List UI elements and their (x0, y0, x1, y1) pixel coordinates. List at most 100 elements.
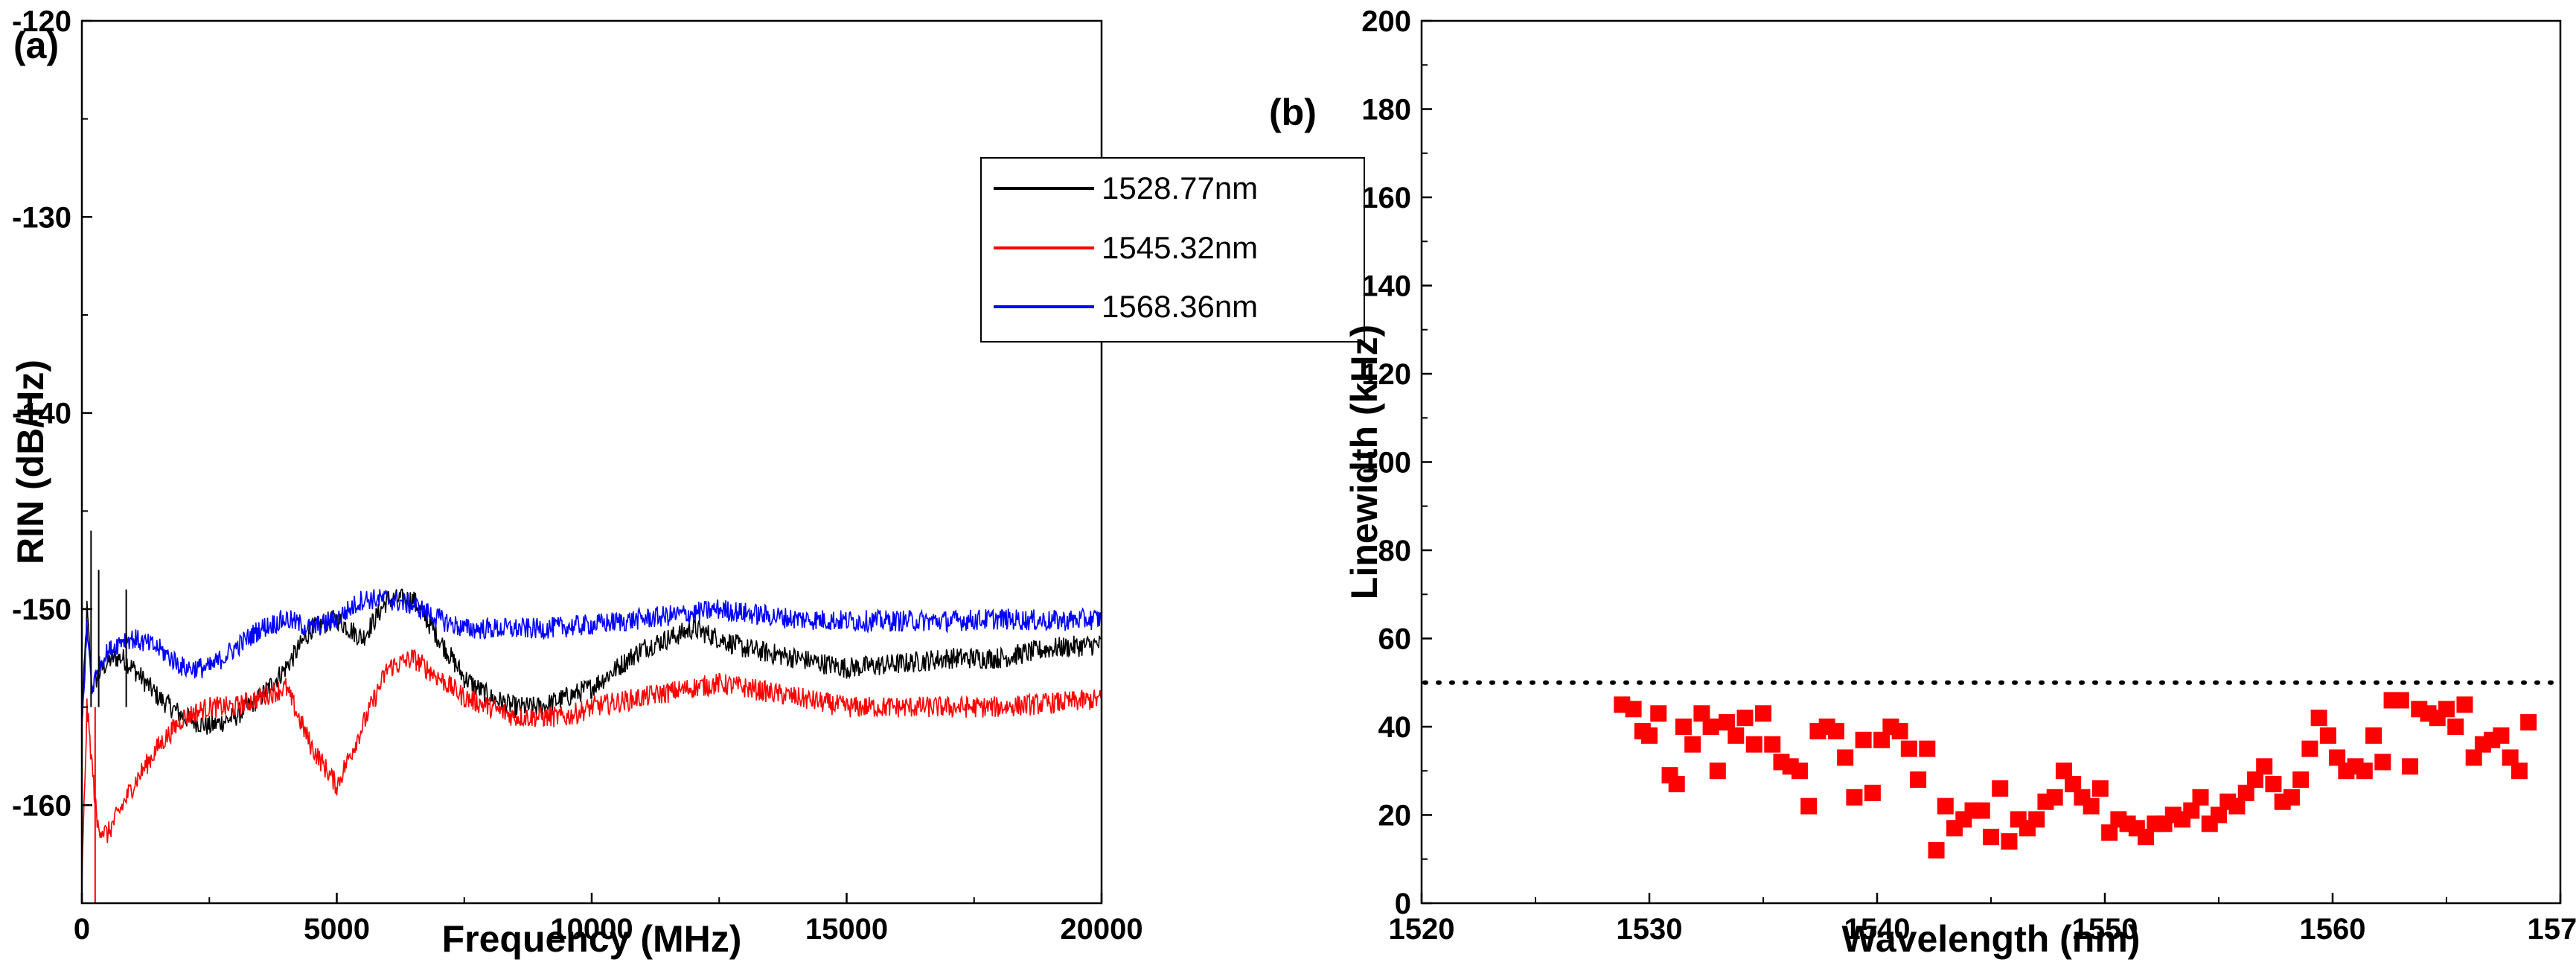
data-point (2001, 833, 2018, 850)
data-point (2402, 758, 2419, 775)
data-point (1684, 736, 1701, 753)
x-tick-label-1530: 1530 (1617, 913, 1683, 946)
panel-a-x-axis-title: Frequency (MHz) (442, 918, 742, 960)
data-point (1709, 762, 1726, 780)
data-point (2046, 789, 2063, 806)
data-point (2292, 771, 2310, 789)
legend-label-1528-77: 1528.77nm (1102, 171, 1258, 206)
data-point (2374, 754, 2391, 771)
x-tick-label-5000: 5000 (304, 913, 370, 946)
x-tick-label-1550: 1550 (2072, 913, 2138, 946)
data-point (2091, 780, 2109, 797)
data-point (1837, 749, 1854, 766)
data-point (1641, 727, 1658, 744)
x-tick-label-1540: 1540 (1844, 913, 1911, 946)
y-tick-label-200: 200 (1361, 5, 1411, 38)
data-point (2456, 696, 2473, 713)
data-point (1693, 705, 1710, 722)
data-point (2356, 762, 2373, 780)
data-point (2028, 811, 2045, 828)
y-tick-label-80: 80 (1378, 535, 1412, 567)
y-tick-label-60: 60 (1378, 623, 1412, 656)
data-point (2101, 824, 2118, 841)
data-point (2138, 829, 2155, 846)
data-point (2447, 719, 2464, 735)
panel-b-scatter-points (1614, 692, 2537, 859)
data-point (1650, 705, 1667, 722)
y-tick-label-160: 160 (1361, 182, 1411, 214)
data-point (1755, 705, 1771, 722)
y-tick-label-160: -160 (12, 789, 71, 822)
data-point (1864, 784, 1881, 801)
panel-b-plot-frame (1420, 19, 2562, 905)
data-point (1937, 797, 1954, 815)
data-point (2310, 710, 2327, 727)
y-tick-label-140: 140 (1361, 270, 1411, 303)
data-point (2465, 749, 2482, 766)
data-point (2493, 727, 2510, 744)
data-point (2502, 749, 2519, 766)
x-tick-label-1560: 1560 (2300, 913, 2366, 946)
data-point (1745, 736, 1762, 753)
data-point (1891, 722, 1908, 739)
data-point (1992, 780, 2009, 797)
y-tick-label-120: -120 (12, 5, 71, 38)
y-tick-label-130: -130 (12, 201, 71, 234)
data-point (2083, 797, 2100, 815)
x-tick-label-10000: 10000 (550, 913, 633, 946)
data-point (2055, 762, 2072, 780)
series-line-1545-32nm (81, 649, 1102, 888)
data-point (2256, 758, 2273, 775)
series-line-1528-77nm (81, 588, 1102, 735)
data-point (1728, 727, 1745, 744)
data-point (1846, 789, 1863, 806)
data-point (2228, 797, 2246, 815)
panel-a-plot-frame (80, 19, 1103, 905)
legend-box (980, 157, 1365, 343)
panel-a-label: (a) (13, 25, 59, 66)
panel-b-y-axis-title: Linewidth (kHz) (1343, 325, 1385, 599)
data-point (2192, 789, 2209, 806)
data-point (2329, 749, 2346, 766)
data-point (1736, 710, 1754, 727)
panel-a-legend: 1528.77nm 1545.32nm 1568.36nm (980, 157, 1365, 343)
data-point (2365, 727, 2382, 744)
data-point (1764, 736, 1781, 753)
y-tick-label-20: 20 (1378, 800, 1412, 832)
panel-a-ticks: 0 5000 10000 15000 20000 -160 -150 -140 -130 -120 (12, 5, 1143, 946)
data-point (1668, 776, 1685, 793)
data-point (2301, 740, 2318, 757)
data-point (2511, 762, 2528, 780)
data-point (2237, 784, 2254, 801)
data-point (1827, 722, 1844, 739)
data-point (1791, 762, 1808, 780)
data-point (2265, 776, 2282, 793)
data-point (2520, 714, 2537, 731)
y-tick-label-100: 100 (1361, 447, 1411, 480)
data-point (2392, 692, 2409, 709)
data-point (2283, 789, 2300, 806)
data-point (2183, 802, 2200, 819)
data-point (1702, 719, 1719, 735)
data-point (2438, 701, 2455, 718)
data-point (1873, 731, 1891, 748)
data-point (1675, 719, 1692, 735)
panel-a-series-group (81, 530, 1102, 903)
y-tick-label-40: 40 (1378, 711, 1412, 744)
y-tick-label-120: 120 (1361, 358, 1411, 391)
data-point (1928, 841, 1945, 859)
y-tick-label-150: -150 (12, 593, 71, 626)
x-tick-label-0: 0 (74, 913, 90, 946)
x-tick-label-15000: 15000 (805, 913, 888, 946)
data-point (1983, 829, 1999, 846)
panel-a-y-axis-title: RIN (dB/Hz) (10, 360, 51, 564)
x-tick-label-20000: 20000 (1060, 913, 1142, 946)
panel-b-label: (b) (1269, 92, 1317, 133)
series-line-1568-36nm (81, 589, 1102, 724)
panel-a-rin-chart: (a) 0 5000 10000 15000 20000 -160 -150 -140 -130… (10, 5, 1365, 960)
data-point (2246, 771, 2263, 789)
